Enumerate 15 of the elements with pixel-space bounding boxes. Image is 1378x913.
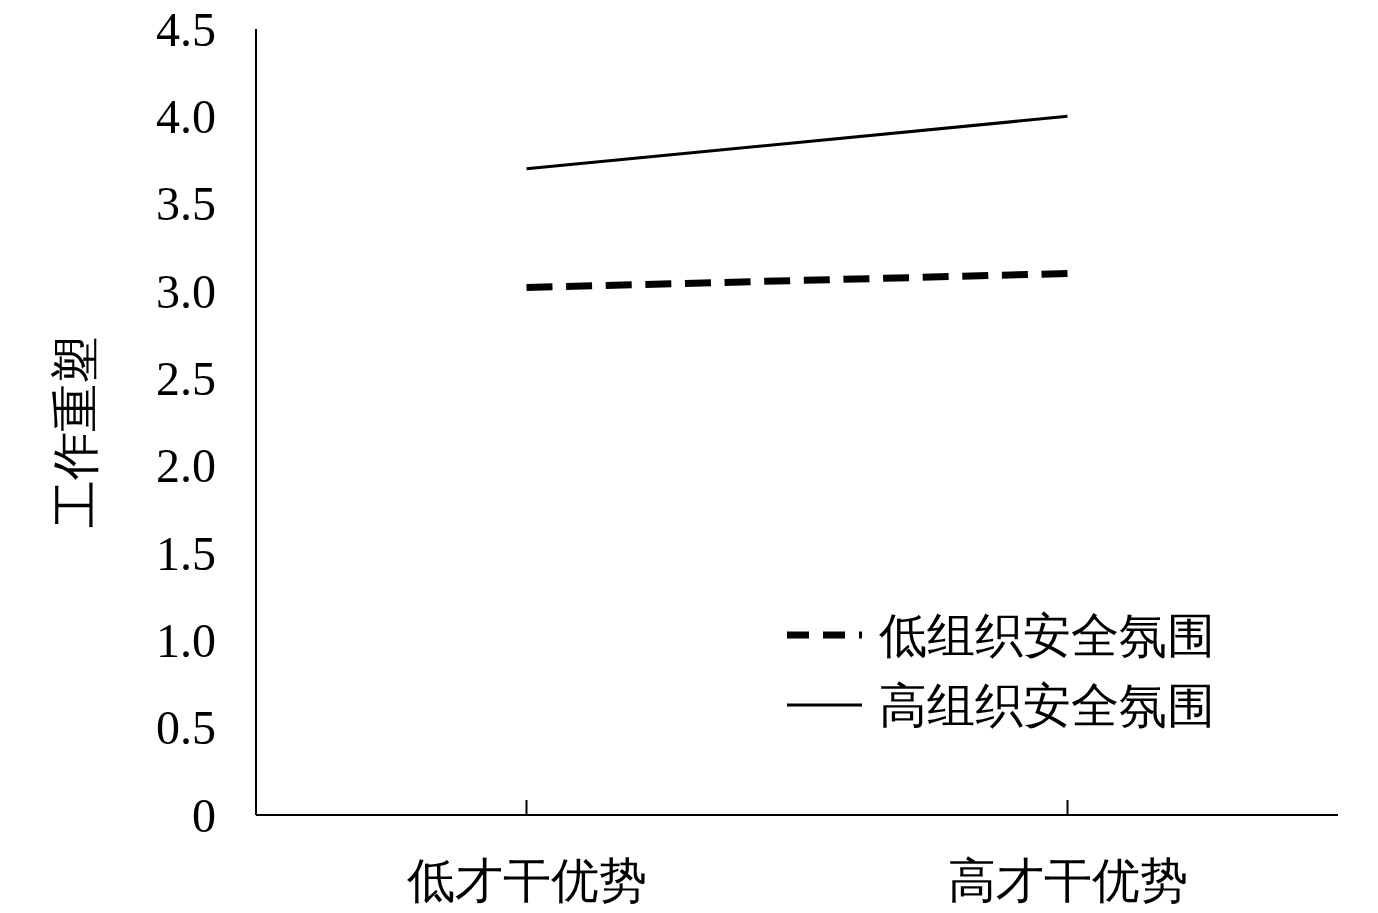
y-tick-label: 4.0: [156, 89, 216, 143]
legend-label: 高组织安全氛围: [879, 678, 1215, 732]
y-tick-label: 1.5: [156, 526, 216, 580]
y-tick-label: 2.5: [156, 351, 216, 405]
y-tick-label: 1.0: [156, 613, 216, 667]
y-tick-label: 3.5: [156, 177, 216, 231]
y-tick-label: 4.5: [156, 2, 216, 56]
y-tick-label: 0: [192, 788, 216, 842]
legend-label: 低组织安全氛围: [879, 608, 1215, 662]
x-tick-label: 低才干优势: [406, 853, 647, 907]
y-axis-title: 工作重塑: [48, 336, 102, 528]
x-tick-label: 高才干优势: [947, 853, 1188, 907]
y-tick-label: 2.0: [156, 439, 216, 493]
y-tick-label: 3.0: [156, 264, 216, 318]
y-tick-label: 0.5: [156, 701, 216, 755]
